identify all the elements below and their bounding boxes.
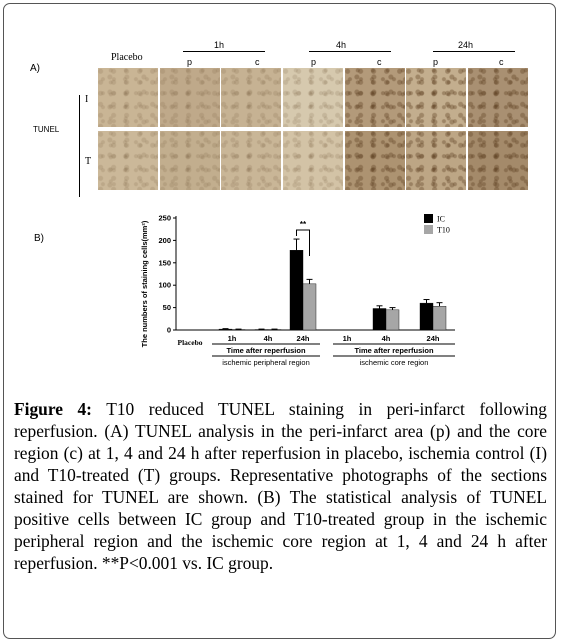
legend-swatch-ic (424, 214, 433, 223)
micrograph-ischemia-1h-p (160, 68, 220, 127)
panel-a-label: A) (30, 63, 40, 74)
bar-ic-5 (372, 308, 387, 331)
micrograph-ischemia-24h-p (406, 68, 466, 127)
time-label-core: Time after reperfusion (354, 346, 433, 355)
y-tick-label-150: 150 (158, 258, 171, 267)
y-tick-label-250: 250 (158, 214, 171, 223)
micrograph-ischemia-placebo (98, 68, 158, 127)
x-category-5: 4h (382, 334, 391, 343)
y-tick-label-50: 50 (163, 303, 171, 312)
timepoint-4h-rule (309, 51, 391, 52)
row-bracket (79, 95, 80, 197)
col-label-c-1h: c (255, 57, 260, 67)
legend-label-ic: IC (437, 215, 445, 224)
y-tick-label-100: 100 (158, 281, 171, 290)
significance-marker: ** (300, 220, 307, 229)
panel-b-label: B) (34, 233, 44, 244)
x-category-1: 1h (228, 334, 237, 343)
legend-swatch-t10 (424, 225, 433, 234)
row-label-ischemia: I (85, 94, 89, 105)
micrograph-t10-1h-p (160, 131, 220, 190)
legend-label-t10: T10 (437, 226, 450, 235)
x-category-2: 4h (264, 334, 273, 343)
significance-bracket (296, 229, 310, 256)
group-label-core: ischemic core region (360, 358, 429, 367)
micrograph-t10-placebo (98, 131, 158, 190)
micrograph-ischemia-4h-c (345, 68, 405, 127)
timepoint-1h-label: 1h (214, 40, 225, 50)
col-label-c-24h: c (499, 57, 504, 67)
y-tick-label-0: 0 (167, 326, 171, 335)
y-axis-label: The numbers of staining cells(mm²) (140, 220, 149, 347)
micrograph-t10-4h-p (283, 131, 343, 190)
bar-ic-6 (419, 302, 434, 331)
micrograph-t10-4h-c (345, 131, 405, 190)
figure-frame (3, 3, 556, 639)
group-label-peripheral: ischemic peripheral region (222, 358, 310, 367)
bar-ic-3 (289, 250, 304, 331)
col-label-p-4h: p (311, 57, 317, 67)
col-label-c-4h: c (377, 57, 382, 67)
figure-label: Figure 4: (14, 399, 92, 419)
micrograph-t10-24h-c (468, 131, 528, 190)
x-category-placebo: Placebo (178, 338, 203, 347)
timepoint-4h-label: 4h (336, 40, 347, 50)
time-label-peripheral: Time after reperfusion (226, 346, 305, 355)
row-group-label-tunel: TUNEL (33, 125, 60, 134)
micrograph-ischemia-24h-c (468, 68, 528, 127)
placebo-column-label: Placebo (111, 52, 143, 63)
figure-caption: Figure 4: T10 reduced TUNEL staining in … (14, 398, 547, 574)
x-category-6: 24h (427, 334, 440, 343)
caption-text: T10 reduced TUNEL staining in peri-infar… (14, 399, 547, 573)
timepoint-24h-label: 24h (458, 40, 474, 50)
timepoint-1h-rule (183, 51, 265, 52)
bar-ic-1 (218, 328, 233, 331)
bar-t10-6 (432, 306, 447, 331)
col-label-p-24h: p (433, 57, 439, 67)
micrograph-t10-1h-c (221, 131, 281, 190)
micrograph-ischemia-4h-p (283, 68, 343, 127)
bar-t10-3 (302, 283, 317, 331)
x-category-3: 24h (297, 334, 310, 343)
row-label-t10: T (85, 156, 92, 167)
timepoint-24h-rule (433, 51, 515, 52)
y-tick-label-200: 200 (158, 236, 171, 245)
bar-t10-5 (385, 309, 400, 331)
x-category-4: 1h (343, 334, 352, 343)
col-label-p-1h: p (187, 57, 193, 67)
micrograph-t10-24h-p (406, 131, 466, 190)
micrograph-ischemia-1h-c (221, 68, 281, 127)
